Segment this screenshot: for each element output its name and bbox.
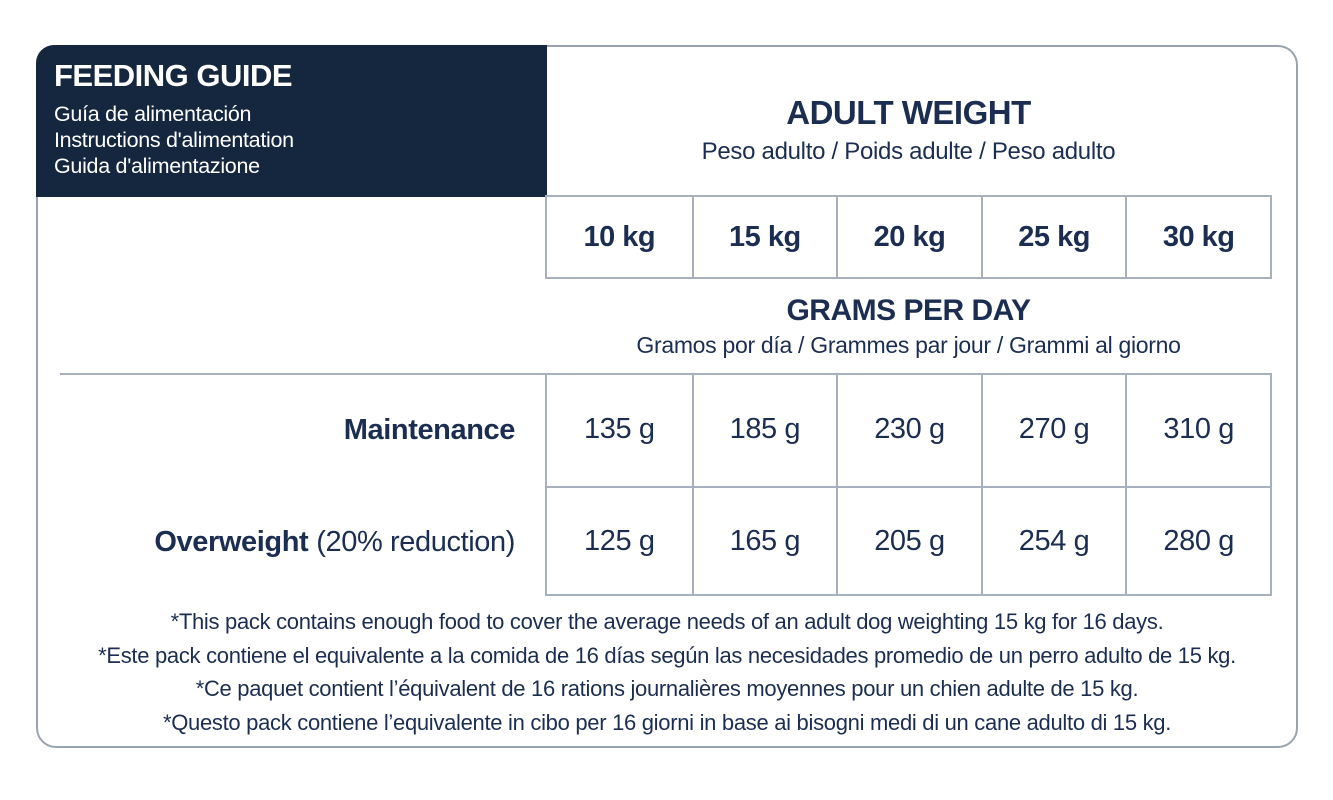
weight-col-15kg: 15 kg [691,197,837,277]
overweight-value-30kg: 280 g [1125,488,1270,594]
overweight-value-20kg: 205 g [836,488,981,594]
maintenance-value-30kg: 310 g [1125,373,1270,486]
divider-line [60,373,1272,375]
maintenance-value-15kg: 185 g [691,373,837,486]
feeding-guide-title-block: FEEDING GUIDE Guía de alimentación Instr… [36,45,547,197]
feeding-guide-subtitle-es: Guía de alimentación [54,102,252,126]
feeding-guide-card: FEEDING GUIDE Guía de alimentación Instr… [36,45,1298,748]
weight-col-25kg: 25 kg [980,197,1126,277]
maintenance-value-20kg: 230 g [836,373,981,486]
grams-per-day-header: GRAMS PER DAY Gramos por día / Grammes p… [545,279,1272,373]
overweight-label: Overweight [154,525,309,558]
row-label-overweight: Overweight (20% reduction) [38,488,515,596]
footnotes: *This pack contains enough food to cover… [38,605,1296,739]
feeding-guide-title: FEEDING GUIDE [54,58,293,93]
adult-weight-title: ADULT WEIGHT [786,94,1031,131]
adult-weight-subtitle: Peso adulto / Poids adulte / Peso adulto [701,138,1116,165]
footnote-en: *This pack contains enough food to cover… [170,609,1164,634]
adult-weight-header: ADULT WEIGHT Peso adulto / Poids adulte … [545,47,1272,195]
maintenance-value-10kg: 135 g [584,413,655,445]
row-label-maintenance: Maintenance [38,373,516,488]
weight-col-30kg: 30 kg [1125,197,1270,277]
grams-per-day-title: GRAMS PER DAY [786,293,1031,327]
maintenance-values-row: 135 g 185 g 230 g 270 g 310 g [545,373,1272,488]
grams-per-day-subtitle: Gramos por día / Grammes par jour / Gram… [636,331,1181,358]
weight-col-10kg: 10 kg [583,220,656,253]
feeding-guide-subtitle-it: Guida d'alimentazione [54,154,260,178]
maintenance-value-25kg: 270 g [980,373,1126,486]
footnote-es: *Este pack contiene el equivalente a la … [98,642,1236,668]
overweight-value-25kg: 254 g [980,488,1126,594]
footnote-it: *Questo pack contiene l’equivalente in c… [162,709,1172,735]
weight-col-20kg: 20 kg [836,197,981,277]
overweight-value-10kg: 125 g [584,524,655,557]
overweight-value-15kg: 165 g [691,488,837,594]
overweight-note: (20% reduction) [316,525,515,558]
weight-columns-row: 10 kg 15 kg 20 kg 25 kg 30 kg [545,195,1272,279]
maintenance-label: Maintenance [343,414,516,446]
feeding-guide-subtitle-fr: Instructions d'alimentation [54,128,294,152]
footnote-fr: *Ce paquet contient l’équivalent de 16 r… [195,676,1139,701]
overweight-values-row: 125 g 165 g 205 g 254 g 280 g [545,488,1272,596]
